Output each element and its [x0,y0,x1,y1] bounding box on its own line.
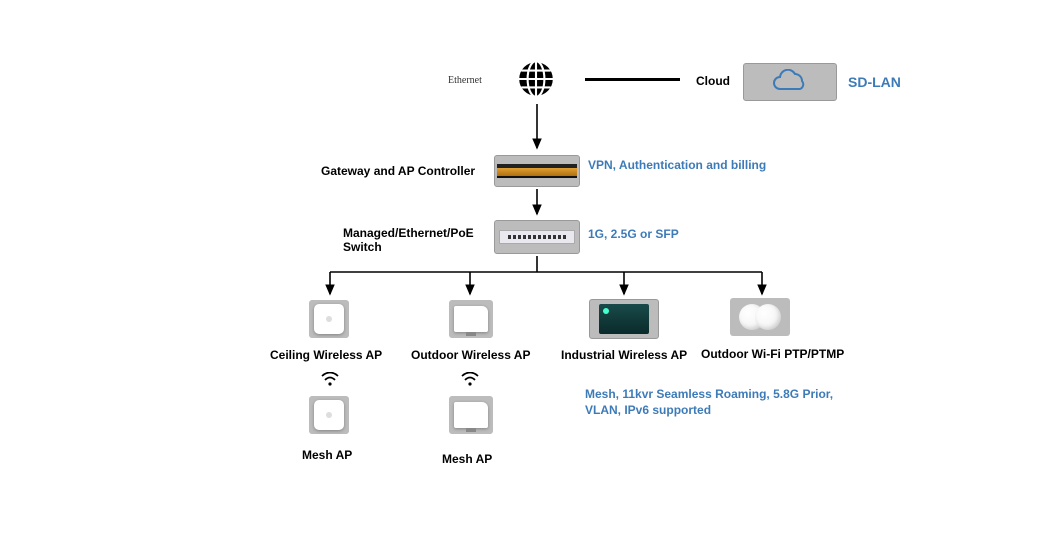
globe-icon [515,58,557,100]
mesh-ap-1-node [309,396,349,434]
outdoor-ap-node [449,300,493,338]
switch-device-icon [499,230,575,244]
ceiling-ap-icon [314,400,344,430]
cloud-icon [770,69,810,95]
switch-node [494,220,580,254]
mesh-ap-2-label: Mesh AP [442,452,492,466]
gateway-label: Gateway and AP Controller [321,164,475,178]
mesh-ap-2-node [449,396,493,434]
cloud-label: Cloud [696,74,730,88]
features-label: Mesh, 11kvr Seamless Roaming, 5.8G Prior… [585,386,835,418]
industrial-ap-icon [599,304,649,334]
outdoor-ap-label: Outdoor Wireless AP [411,348,530,362]
dish-icon [755,304,781,330]
sdlan-label: SD-LAN [848,74,901,90]
mesh-ap-1-label: Mesh AP [302,448,352,462]
gateway-device-icon [497,164,577,178]
gateway-node [494,155,580,187]
industrial-ap-label: Industrial Wireless AP [561,348,687,362]
ceiling-ap-label: Ceiling Wireless AP [270,348,382,362]
wifi-icon [461,372,479,386]
switch-spec-label: 1G, 2.5G or SFP [588,227,679,241]
ceiling-ap-node [309,300,349,338]
cloud-node [743,63,837,101]
outdoor-ap-icon [454,306,488,332]
switch-label: Managed/Ethernet/PoE Switch [343,226,493,255]
ceiling-ap-icon [314,304,344,334]
industrial-ap-node [589,299,659,339]
ptp-node [730,298,790,336]
vpn-label: VPN, Authentication and billing [588,158,766,172]
outdoor-ap-icon [454,402,488,428]
wifi-icon [321,372,339,386]
ptp-label: Outdoor Wi-Fi PTP/PTMP [701,347,844,361]
ethernet-label: Ethernet [448,75,482,86]
